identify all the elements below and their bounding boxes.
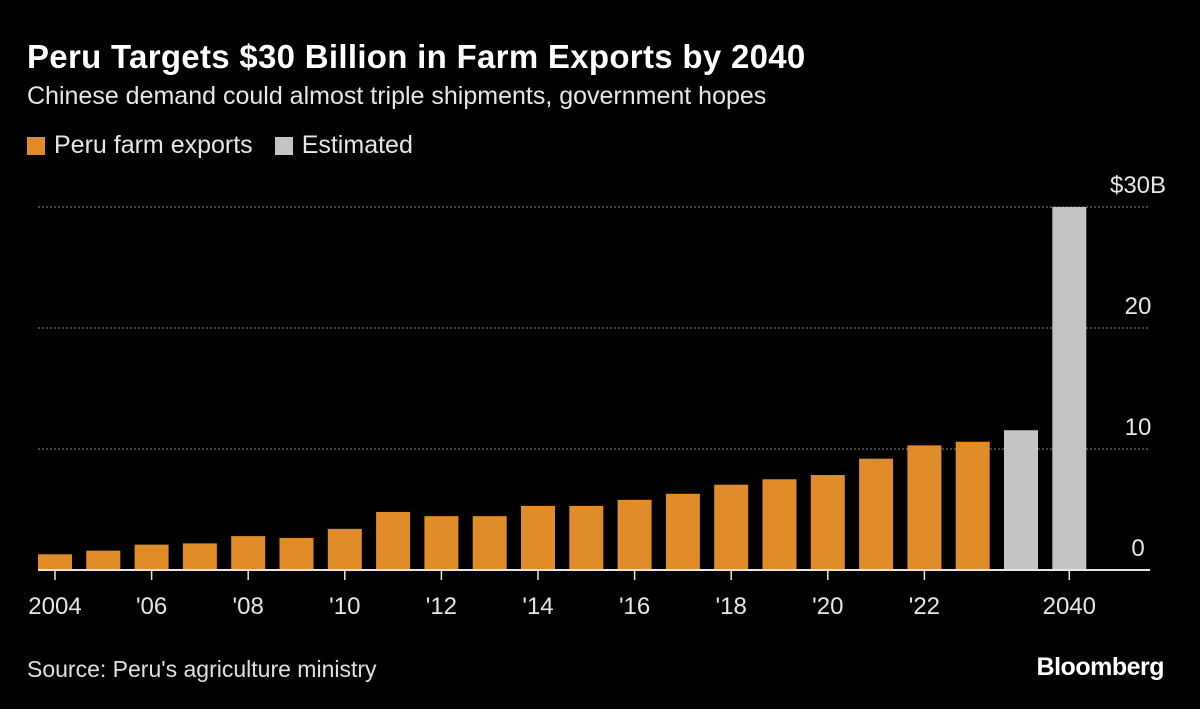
bloomberg-logo: Bloomberg [1036,653,1165,681]
x-tick-label: '06 [136,593,167,620]
y-tick-label: 10 [1125,414,1152,441]
x-tick-label: 2040 [1043,593,1096,620]
bar-farm-exports [327,528,362,570]
legend-label-estimated: Estimated [301,131,413,159]
x-tick-label: 2004 [28,593,81,620]
source-note: Source: Peru's agriculture ministry [27,656,377,682]
bar-farm-exports [810,475,845,570]
legend-label-farm-exports: Peru farm exports [54,131,253,159]
bar-farm-exports [376,511,411,570]
bar-farm-exports [907,445,942,570]
bar-farm-exports [86,550,121,570]
y-tick-label: $30B [1110,172,1166,199]
x-tick-label: '18 [716,593,747,620]
bar-farm-exports [424,516,459,570]
bar-estimated [1052,207,1087,570]
bar-farm-exports [38,554,72,570]
bar-farm-exports [279,537,314,570]
legend: Peru farm exports Estimated [27,131,435,160]
legend-item-farm-exports: Peru farm exports [27,131,253,160]
x-tick-label: '20 [812,593,843,620]
bar-farm-exports [134,544,169,570]
bar-farm-exports [859,458,894,570]
chart-subtitle: Chinese demand could almost triple shipm… [27,82,767,110]
x-tick-label: '14 [522,593,553,620]
bar-farm-exports [521,505,555,570]
bar-farm-exports [762,479,797,570]
bar-farm-exports [714,484,749,570]
bar-farm-exports [569,505,604,570]
legend-item-estimated: Estimated [274,131,413,160]
x-tick-label: '08 [233,593,264,620]
bar-farm-exports [955,441,990,570]
legend-swatch-estimated [274,136,293,155]
x-tick-label: '22 [909,593,940,620]
bar-farm-exports [182,543,217,570]
bar-farm-exports [472,516,507,570]
bar-farm-exports [617,499,652,570]
chart-title: Peru Targets $30 Billion in Farm Exports… [27,38,806,75]
x-tick-label: '16 [619,593,650,620]
y-tick-label: 0 [1131,535,1144,562]
y-tick-label: 20 [1125,293,1152,320]
legend-swatch-farm-exports [27,136,45,155]
x-tick-label: '12 [426,593,457,620]
bar-estimated [1004,430,1038,570]
bar-farm-exports [231,536,266,570]
x-tick-label: '10 [329,593,360,620]
bar-farm-exports [665,493,700,570]
